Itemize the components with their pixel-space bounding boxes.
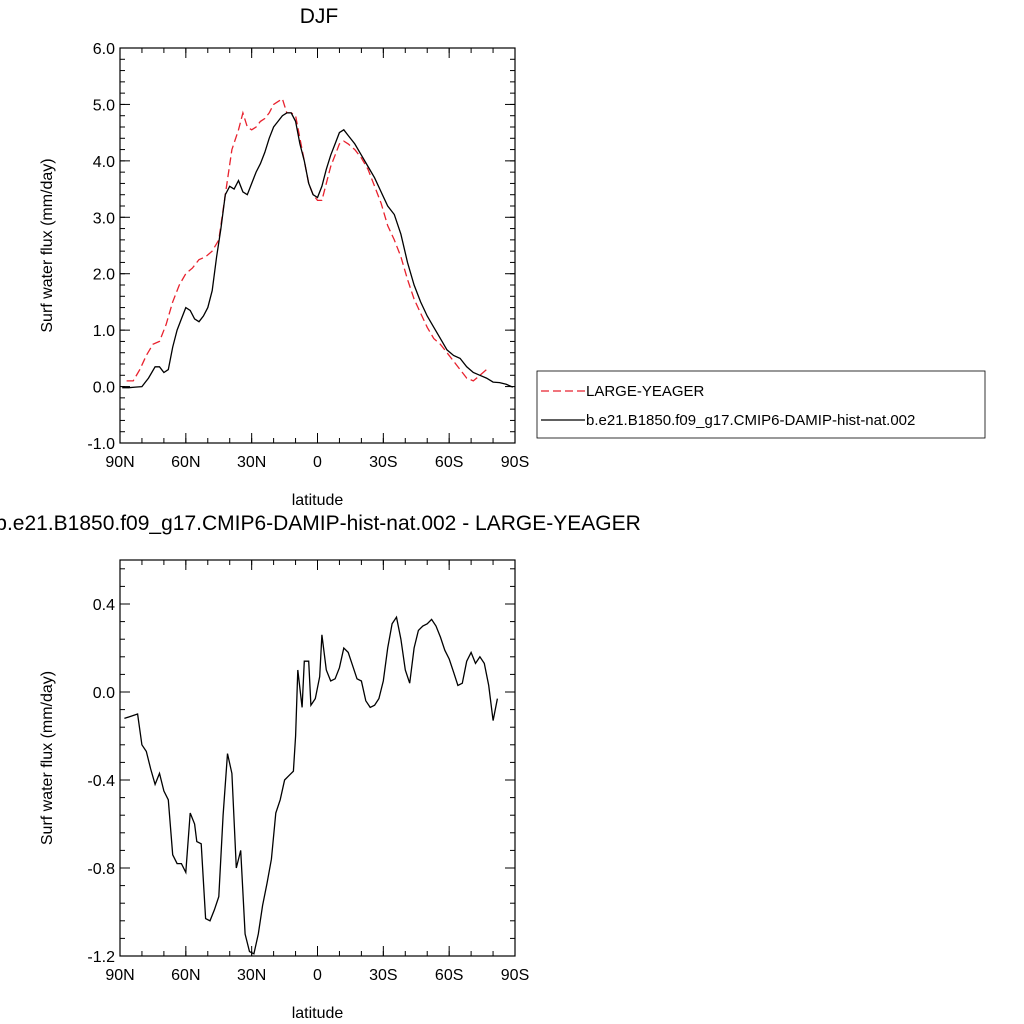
x-tick-label: 60N: [171, 454, 200, 471]
legend: LARGE-YEAGER b.e21.B1850.f09_g17.CMIP6-DA…: [536, 370, 986, 439]
x-tick-label: 30S: [369, 454, 397, 471]
y-tick-label: 1.0: [93, 323, 115, 340]
chart-title: DJF: [300, 5, 339, 28]
plot-frame: [119, 47, 516, 444]
legend-box: [536, 370, 986, 439]
series-line-0: [124, 615, 499, 955]
x-tick-label: 0: [313, 967, 322, 984]
legend-entry-0: LARGE-YEAGER: [586, 383, 705, 400]
chart-title: b.e21.B1850.f09_g17.CMIP6-DAMIP-hist-nat…: [0, 512, 641, 535]
y-tick-label: -1.0: [87, 436, 115, 453]
series-line-0: [126, 97, 487, 382]
y-tick-label: 6.0: [93, 41, 115, 58]
y-axis-label: Surf water flux (mm/day): [39, 671, 56, 845]
y-tick-label: 0.0: [93, 685, 115, 702]
y-tick-label: -1.2: [87, 949, 115, 966]
x-tick-label: 30N: [237, 967, 266, 984]
x-tick-label: 30N: [237, 454, 266, 471]
x-tick-label: 30S: [369, 967, 397, 984]
x-tick-label: 90S: [501, 967, 529, 984]
x-axis-label: latitude: [292, 1005, 344, 1022]
y-tick-label: 0.0: [93, 380, 115, 397]
y-tick-label: 0.4: [93, 597, 115, 614]
x-tick-label: 90N: [105, 454, 134, 471]
x-tick-label: 90S: [501, 454, 529, 471]
x-tick-label: 60S: [435, 967, 463, 984]
y-axis-label: Surf water flux (mm/day): [39, 158, 56, 332]
y-tick-label: -0.4: [87, 773, 115, 790]
plot-frame: [119, 559, 516, 957]
x-tick-label: 0: [313, 454, 322, 471]
chart-top-djf: DJF -1.0 0.0 1.0 2.0 3.0 4.0 5.0 6.0 90N 60N 30N 0 30…: [39, 5, 529, 509]
y-tick-label: 4.0: [93, 154, 115, 171]
chart-bottom-difference: b.e21.B1850.f09_g17.CMIP6-DAMIP-hist-nat…: [0, 512, 641, 1022]
y-tick-label: 2.0: [93, 267, 115, 284]
x-tick-label: 90N: [105, 967, 134, 984]
legend-entry-1: b.e21.B1850.f09_g17.CMIP6-DAMIP-hist-nat…: [586, 412, 915, 429]
y-tick-label: 3.0: [93, 210, 115, 227]
x-tick-label: 60N: [171, 967, 200, 984]
series-line-1: [122, 112, 514, 389]
y-tick-label: 5.0: [93, 97, 115, 114]
x-tick-label: 60S: [435, 454, 463, 471]
x-axis-label: latitude: [292, 492, 344, 509]
y-tick-label: -0.8: [87, 861, 115, 878]
